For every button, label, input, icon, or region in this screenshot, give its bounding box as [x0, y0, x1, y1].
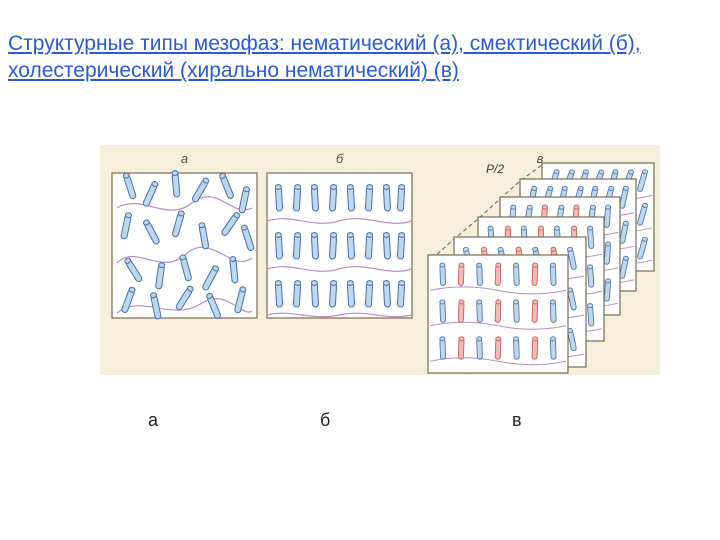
bottom-label-c: в: [512, 410, 522, 431]
page-title: Структурные типы мезофаз: нематический (…: [8, 30, 648, 85]
bottom-label-b: б: [320, 410, 330, 431]
svg-text:а: а: [181, 151, 188, 166]
mesophase-figure: абвP/2: [100, 145, 660, 375]
svg-text:P/2: P/2: [486, 162, 504, 176]
svg-text:б: б: [336, 151, 344, 166]
bottom-label-a: а: [148, 410, 158, 431]
